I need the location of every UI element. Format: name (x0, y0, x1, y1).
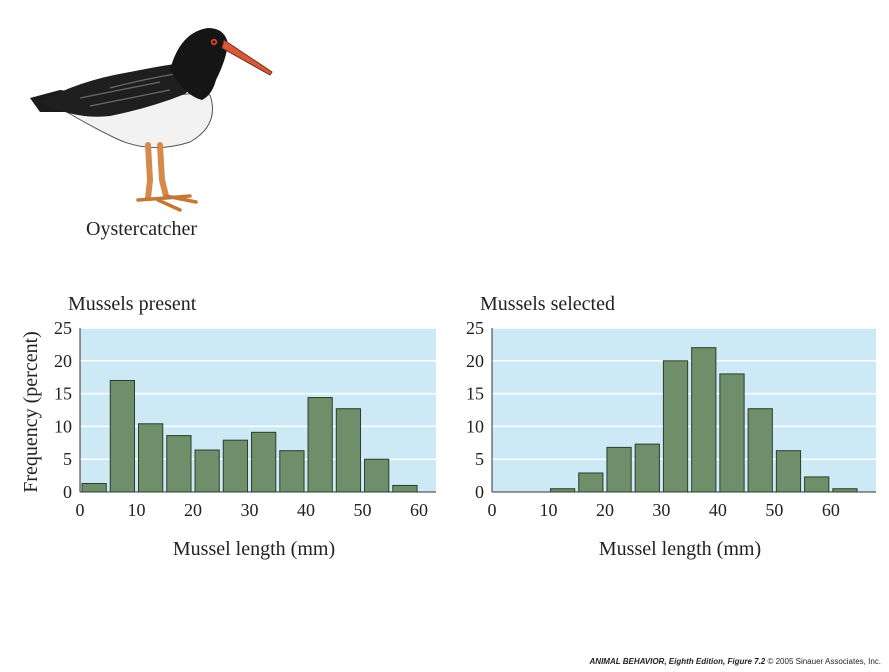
chart1-y-tick-label: 0 (63, 482, 72, 502)
chart1-bar (279, 450, 305, 493)
chart1-bar (307, 397, 333, 493)
chart1-bar (138, 423, 164, 493)
copyright: © 2005 Sinauer Associates, Inc. (767, 657, 881, 666)
chart2-bar (691, 347, 717, 493)
chart2-bar (662, 360, 689, 493)
chart2-bar (804, 476, 830, 493)
chart1-y-axis-label: Frequency (percent) (20, 331, 42, 493)
chart1-y-tick-label: 25 (54, 318, 72, 338)
chart2-bar (549, 488, 576, 493)
bird-legs (145, 142, 169, 201)
chart1-bar (194, 449, 220, 493)
chart2-x-tick-label: 10 (539, 500, 557, 520)
chart2-bar (719, 373, 745, 493)
chart2-bar (832, 488, 858, 493)
chart1-y-tick-label: 20 (54, 351, 72, 371)
figure-number: Figure 7.2 (727, 657, 766, 666)
chart2-bar (606, 446, 632, 493)
chart1-x-tick-label: 20 (184, 500, 202, 520)
bird-wing (40, 62, 194, 117)
chart1-y-tick-label: 10 (54, 416, 72, 436)
chart1-y-tick-label: 5 (63, 449, 72, 469)
chart2-x-tick-label: 0 (488, 500, 497, 520)
chart2-bar (634, 443, 660, 493)
bird-bill (221, 39, 273, 76)
chart1-bar (81, 482, 107, 493)
chart2-x-axis-label: Mussel length (mm) (599, 538, 761, 560)
chart1-x-axis-label: Mussel length (mm) (173, 538, 335, 560)
chart2-title: Mussels selected (480, 293, 615, 315)
chart2-y-tick-label: 15 (466, 384, 484, 404)
chart1-x-tick-label: 60 (410, 500, 428, 520)
chart2-bar (747, 408, 773, 493)
chart2-bar (775, 450, 802, 493)
chart1-x-tick-label: 10 (128, 500, 146, 520)
bird-wing-feathers (79, 73, 176, 107)
book-title: ANIMAL BEHAVIOR, Eighth Edition, (589, 657, 726, 666)
chart1-x-tick-label: 40 (297, 500, 315, 520)
chart1-bar (364, 458, 390, 493)
bird-head (170, 28, 228, 100)
chart1-y-tick-label: 15 (54, 384, 72, 404)
chart1-x-tick-label: 30 (241, 500, 259, 520)
chart2-x-tick-label: 60 (822, 500, 840, 520)
chart1-bar (166, 435, 192, 493)
chart2-y-tick-label: 25 (466, 318, 484, 338)
chart1-bar (251, 431, 277, 493)
oystercatcher-illustration (30, 28, 273, 212)
chart2-y-tick-label: 0 (475, 482, 484, 502)
chart1-title: Mussels present (68, 293, 197, 315)
chart1-bar (222, 439, 249, 493)
chart2-bar (578, 472, 604, 493)
chart1-x-tick-label: 0 (76, 500, 85, 520)
chart1-bar (392, 484, 418, 493)
chart2-y-tick-label: 10 (466, 416, 484, 436)
chart2-y-tick-label: 20 (466, 351, 484, 371)
chart1-bar (109, 379, 136, 493)
figure-credit: ANIMAL BEHAVIOR, Eighth Edition, Figure … (590, 657, 881, 666)
chart2-x-tick-label: 30 (652, 500, 670, 520)
chart2-x-tick-label: 50 (765, 500, 783, 520)
chart2-y-tick-label: 5 (475, 449, 484, 469)
bird-feet (136, 194, 198, 212)
bird-caption: Oystercatcher (86, 218, 198, 240)
chart2-x-tick-label: 20 (596, 500, 614, 520)
chart1-x-tick-label: 50 (354, 500, 372, 520)
chart1-bar (335, 408, 362, 493)
chart2-x-tick-label: 40 (709, 500, 727, 520)
